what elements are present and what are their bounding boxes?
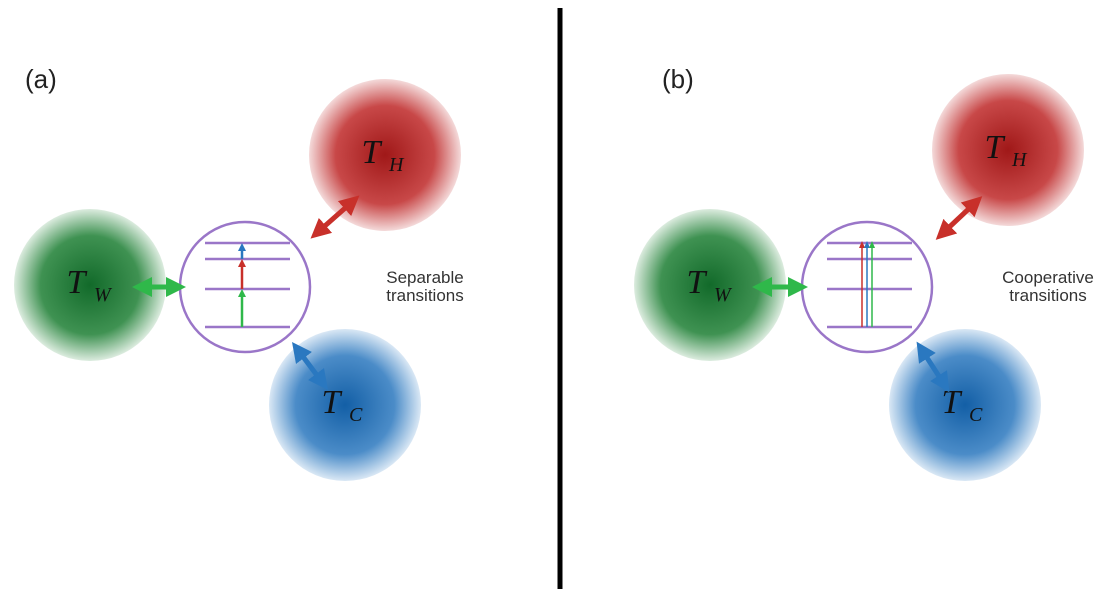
cold-subscript: C (349, 404, 363, 426)
cold-subscript: C (969, 404, 983, 426)
hot-subscript: H (1011, 149, 1028, 171)
hot-label: T (362, 134, 383, 171)
system (180, 222, 310, 352)
work-label: T (67, 264, 88, 301)
caption-line: Cooperative (1002, 268, 1094, 287)
cold-bath (889, 329, 1041, 481)
hot-label: T (985, 129, 1006, 166)
hot-subscript: H (388, 154, 405, 176)
work-label: T (687, 264, 708, 301)
panel-label: (b) (662, 64, 694, 94)
panel-label: (a) (25, 64, 57, 94)
caption-line: transitions (1009, 286, 1086, 305)
cold-label: T (322, 384, 343, 421)
work-subscript: W (94, 284, 113, 306)
hot-bath (309, 79, 461, 231)
work-subscript: W (714, 284, 733, 306)
cold-bath (269, 329, 421, 481)
caption-line: transitions (386, 286, 463, 305)
hot-bath (932, 74, 1084, 226)
cold-label: T (942, 384, 963, 421)
caption-line: Separable (386, 268, 464, 287)
figure: (a)THTWTCSeparabletransitions(b)THTWTCCo… (0, 0, 1120, 589)
